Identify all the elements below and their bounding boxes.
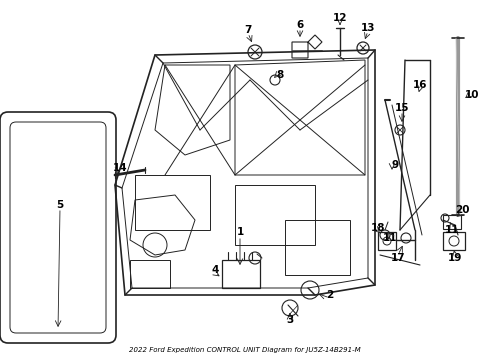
Bar xyxy=(442,232,464,250)
Text: 7: 7 xyxy=(244,25,251,35)
Text: 15: 15 xyxy=(394,103,408,113)
Text: 2022 Ford Expedition CONTROL UNIT Diagram for JU5Z-14B291-M: 2022 Ford Expedition CONTROL UNIT Diagra… xyxy=(129,347,360,353)
Text: 13: 13 xyxy=(360,23,374,33)
Text: 1: 1 xyxy=(236,227,243,237)
Text: 14: 14 xyxy=(112,163,127,173)
Text: 9: 9 xyxy=(390,160,398,170)
Text: 12: 12 xyxy=(332,13,346,23)
Bar xyxy=(135,175,209,230)
Text: 4: 4 xyxy=(211,265,218,275)
Bar xyxy=(130,260,170,288)
Text: 3: 3 xyxy=(286,315,293,325)
Text: 11: 11 xyxy=(382,233,396,243)
Text: 8: 8 xyxy=(276,70,283,80)
Text: 18: 18 xyxy=(370,223,385,233)
Text: 5: 5 xyxy=(56,200,63,210)
Bar xyxy=(285,220,349,275)
Text: 6: 6 xyxy=(296,20,303,30)
Text: 17: 17 xyxy=(390,253,405,263)
Text: 11: 11 xyxy=(444,225,458,235)
Bar xyxy=(442,215,460,229)
Bar xyxy=(377,232,395,250)
Text: 16: 16 xyxy=(412,80,427,90)
Text: 20: 20 xyxy=(454,205,468,215)
Bar xyxy=(235,185,314,245)
Text: 10: 10 xyxy=(464,90,478,100)
Text: 19: 19 xyxy=(447,253,461,263)
Bar xyxy=(222,260,260,288)
Text: 2: 2 xyxy=(325,290,333,300)
